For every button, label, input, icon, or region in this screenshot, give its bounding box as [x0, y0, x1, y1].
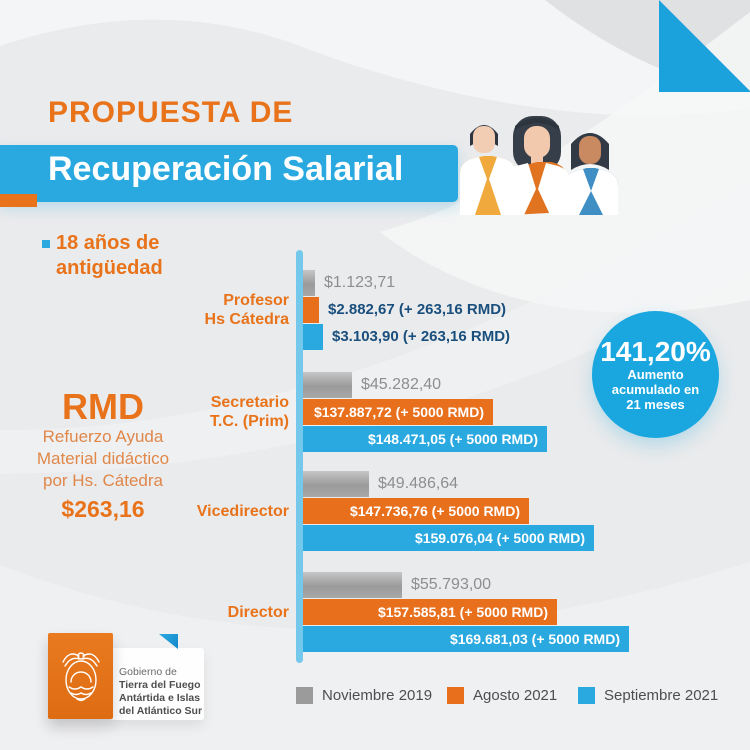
category-label-line: T.C. (Prim) — [209, 413, 289, 430]
legend-label-noviembre-2019: Noviembre 2019 — [322, 687, 433, 704]
crest-icon — [62, 652, 100, 702]
bar-value-label: $157.585,81 (+ 5000 RMD) — [377, 604, 548, 620]
legend-label-septiembre-2021: Septiembre 2021 — [604, 687, 719, 704]
legend-swatch-septiembre-2021 — [578, 687, 595, 704]
seniority-line2: antigüedad — [56, 257, 163, 279]
category-label-line: Profesor — [223, 292, 289, 309]
badge-line: Aumento — [627, 367, 684, 382]
category-label-line: Vicedirector — [196, 502, 289, 520]
bar-agosto-2021 — [303, 599, 557, 625]
rmd-amount: $263,16 — [61, 496, 145, 522]
category-label-line: Director — [227, 603, 289, 621]
bar-agosto-2021 — [303, 498, 529, 524]
category-label-line: Hs Cátedra — [204, 311, 289, 328]
rmd-title: RMD — [62, 386, 144, 427]
header-kicker: PROPUESTA DE — [48, 96, 294, 129]
bar-septiembre-2021 — [303, 626, 629, 652]
seniority-line1: 18 años de — [56, 232, 160, 254]
logo-card — [110, 648, 204, 720]
seniority-note: 18 años de antigüedad — [56, 231, 163, 281]
bar-value-label: $49.486,64 — [378, 475, 459, 492]
bar-value-label: $45.282,40 — [361, 376, 442, 393]
person-center — [504, 116, 570, 215]
bar-value-label: $2.882,67 (+ 263,16 RMD) — [328, 301, 507, 318]
increase-badge: 141,20% Aumento acumulado en 21 meses — [592, 311, 719, 438]
badge-line: 21 meses — [626, 397, 685, 412]
teachers-illustration — [460, 116, 618, 215]
category-label-line: Secretario — [210, 394, 289, 411]
title-banner — [0, 145, 458, 202]
rmd-note: RMD Refuerzo Ayuda Material didáctico po… — [12, 388, 194, 524]
logo-line: del Atlántico Sur — [119, 705, 203, 717]
bar-noviembre-2019 — [303, 471, 369, 497]
bar-noviembre-2019 — [303, 572, 402, 598]
bar-value-label: $3.103,90 (+ 263,16 RMD) — [332, 328, 511, 345]
bar-value-label: $148.471,05 (+ 5000 RMD) — [367, 431, 538, 447]
bar-value-label: $159.076,04 (+ 5000 RMD) — [414, 530, 585, 546]
increase-percent: 141,20% — [600, 336, 711, 367]
person-right — [564, 133, 618, 215]
legend-label-agosto-2021: Agosto 2021 — [473, 687, 558, 704]
category-label: Vicedirector — [129, 502, 289, 521]
government-crest — [48, 633, 113, 719]
legend-swatch-agosto-2021 — [447, 687, 464, 704]
bar-septiembre-2021 — [303, 525, 594, 551]
bar-agosto-2021 — [303, 399, 493, 425]
logo-text: Gobierno de Tierra del Fuego Antártida e… — [119, 666, 202, 718]
banner-orange-accent — [0, 194, 37, 207]
bar-septiembre-2021 — [303, 426, 547, 452]
category-label: Director — [129, 603, 289, 622]
bar-value-label: $1.123,71 — [324, 274, 396, 291]
badge-line: acumulado en — [611, 382, 700, 397]
bar-value-label: $55.793,00 — [411, 576, 492, 593]
bar-value-label: $147.736,76 (+ 5000 RMD) — [349, 503, 520, 519]
bar-septiembre-2021 — [303, 324, 323, 350]
chart-axis — [296, 250, 303, 663]
legend-swatch-noviembre-2019 — [296, 687, 313, 704]
rmd-line: Refuerzo Ayuda — [42, 427, 164, 446]
bar-noviembre-2019 — [303, 372, 352, 398]
bar-value-label: $137.887,72 (+ 5000 RMD) — [313, 404, 484, 420]
bar-noviembre-2019 — [303, 270, 315, 296]
rmd-line: por Hs. Cátedra — [43, 471, 163, 490]
page-title: Recuperación Salarial — [48, 150, 404, 188]
rmd-line: Material didáctico — [36, 449, 170, 468]
logo-line: Tierra del Fuego — [119, 679, 201, 691]
logo-line: Gobierno de — [119, 666, 177, 678]
category-label: Profesor Hs Cátedra — [129, 291, 289, 329]
category-label: Secretario T.C. (Prim) — [129, 393, 289, 431]
bar-value-label: $169.681,03 (+ 5000 RMD) — [449, 631, 620, 647]
logo-line: Antártida e Islas — [119, 692, 201, 704]
seniority-bullet — [42, 240, 50, 248]
bar-agosto-2021 — [303, 297, 319, 323]
